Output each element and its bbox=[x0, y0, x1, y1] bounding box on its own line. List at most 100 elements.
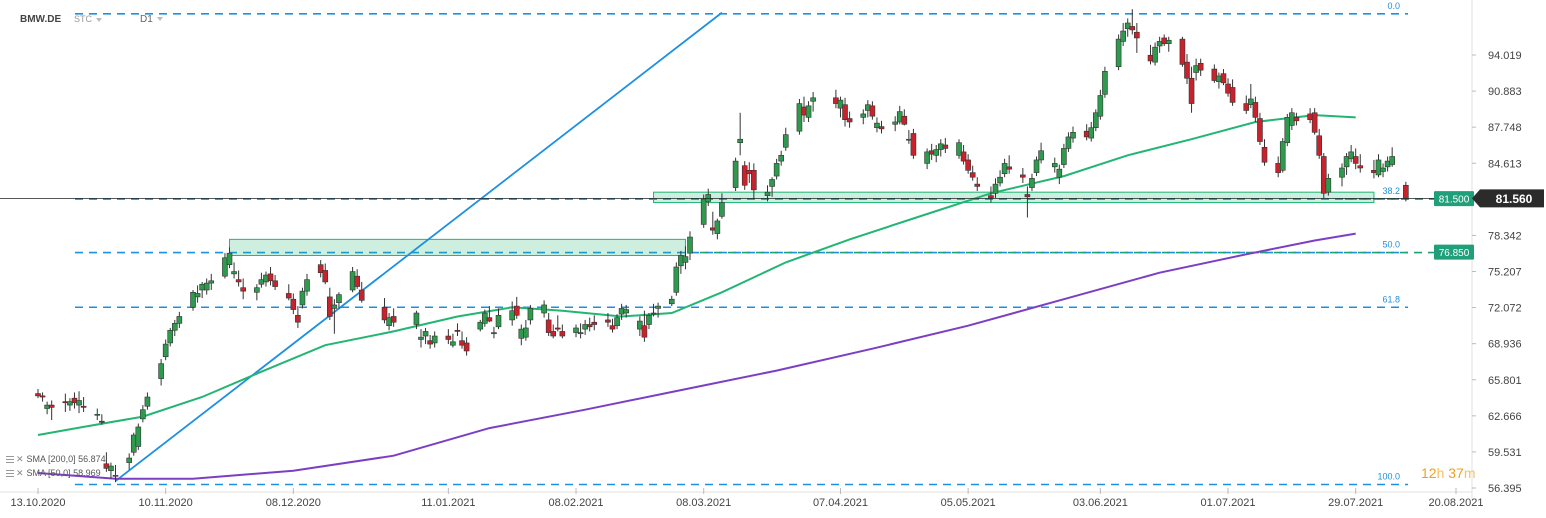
legend-sma50[interactable]: ✕ SMA [50,0] 58.969 bbox=[6, 468, 101, 479]
candle-body bbox=[386, 317, 392, 326]
x-tick-label: 13.10.2020 bbox=[10, 497, 65, 509]
list-icon bbox=[6, 470, 14, 478]
candle-body bbox=[1380, 167, 1386, 172]
candle-body bbox=[687, 236, 693, 254]
y-tick-label: 72.072 bbox=[1488, 303, 1522, 315]
candle bbox=[746, 162, 753, 183]
candle-body bbox=[591, 321, 598, 325]
candle-body bbox=[94, 413, 101, 416]
candle-body bbox=[956, 142, 962, 156]
candle-body bbox=[710, 227, 716, 231]
candle-body bbox=[304, 279, 310, 292]
fib-label: 0.0 bbox=[1387, 1, 1400, 11]
legend-sma200[interactable]: ✕ SMA [200,0] 56.874 bbox=[6, 454, 106, 465]
candle-body bbox=[1161, 37, 1167, 45]
candle-body bbox=[833, 97, 839, 104]
source-selector[interactable]: STC bbox=[74, 14, 102, 24]
candle-body bbox=[491, 332, 497, 335]
countdown-minutes-unit: m bbox=[1463, 465, 1476, 481]
candle-body bbox=[1289, 112, 1295, 126]
candle bbox=[1038, 142, 1044, 164]
candle bbox=[910, 128, 917, 159]
candle bbox=[1293, 112, 1300, 126]
candle bbox=[1179, 36, 1186, 67]
x-tick-label: 08.12.2020 bbox=[266, 497, 321, 509]
close-icon[interactable]: ✕ bbox=[16, 454, 24, 464]
symbol-label[interactable]: BMW.DE bbox=[20, 14, 62, 25]
candle bbox=[354, 269, 360, 289]
candle bbox=[769, 177, 775, 197]
candle-body bbox=[737, 138, 743, 143]
x-tick-label: 10.11.2020 bbox=[139, 497, 193, 509]
close-icon[interactable]: ✕ bbox=[16, 468, 24, 478]
candle bbox=[454, 323, 461, 337]
candle-body bbox=[354, 275, 360, 287]
candle-body bbox=[203, 282, 210, 291]
candle-body bbox=[317, 264, 324, 274]
candle bbox=[39, 392, 46, 402]
candle bbox=[1252, 96, 1259, 122]
candle-countdown: 12h 37m bbox=[1421, 465, 1476, 481]
candle bbox=[1375, 154, 1382, 178]
candle bbox=[646, 313, 652, 330]
candle-body bbox=[322, 270, 329, 283]
candle bbox=[942, 138, 949, 154]
candle bbox=[1102, 66, 1108, 98]
candle bbox=[965, 154, 971, 174]
candle bbox=[637, 316, 643, 337]
candle bbox=[974, 177, 981, 192]
candle-body bbox=[413, 312, 420, 325]
candle bbox=[901, 109, 908, 126]
candle bbox=[874, 117, 880, 133]
candle bbox=[1188, 66, 1195, 113]
candle-body bbox=[545, 319, 552, 333]
candle bbox=[860, 109, 867, 125]
candle-body bbox=[869, 105, 876, 117]
candle bbox=[1097, 89, 1104, 120]
candle bbox=[1289, 108, 1295, 131]
candle bbox=[682, 246, 689, 270]
candle-body bbox=[176, 316, 183, 324]
candle-body bbox=[99, 420, 105, 423]
candle-body bbox=[1097, 95, 1104, 117]
candle bbox=[267, 266, 274, 286]
candle bbox=[737, 112, 743, 156]
candle-body bbox=[1293, 117, 1300, 122]
fib-label: 100.0 bbox=[1377, 471, 1400, 481]
y-tick-label: 78.342 bbox=[1488, 230, 1522, 242]
candle bbox=[1248, 83, 1254, 109]
candle-body bbox=[801, 106, 807, 116]
candle-body bbox=[126, 457, 132, 463]
candle bbox=[605, 313, 611, 327]
candle-body bbox=[295, 315, 301, 323]
candle-body bbox=[700, 198, 707, 225]
candle-body bbox=[1352, 156, 1359, 164]
candle-body bbox=[865, 104, 871, 111]
timeframe-selector[interactable]: D1 bbox=[140, 14, 163, 25]
candle bbox=[140, 405, 146, 423]
candle-body bbox=[650, 312, 657, 315]
candle-body bbox=[299, 290, 306, 306]
candle-body bbox=[969, 172, 976, 178]
candle bbox=[1093, 109, 1099, 132]
candle bbox=[582, 319, 588, 335]
candle bbox=[710, 211, 716, 235]
candle-body bbox=[76, 400, 82, 406]
candle bbox=[782, 127, 789, 151]
source-label: STC bbox=[74, 14, 92, 24]
candle bbox=[896, 105, 903, 125]
candle bbox=[988, 186, 994, 203]
candles bbox=[35, 9, 1409, 483]
candle bbox=[518, 324, 525, 346]
candle bbox=[969, 165, 976, 181]
candle bbox=[541, 300, 547, 318]
candle bbox=[805, 101, 812, 122]
candle-body bbox=[1284, 117, 1291, 143]
candle-body bbox=[1243, 103, 1250, 111]
candle-body bbox=[1093, 112, 1099, 129]
candle-body bbox=[1343, 156, 1350, 168]
candle-body bbox=[1156, 41, 1163, 47]
candle-body bbox=[1006, 166, 1012, 170]
candle bbox=[573, 324, 579, 338]
